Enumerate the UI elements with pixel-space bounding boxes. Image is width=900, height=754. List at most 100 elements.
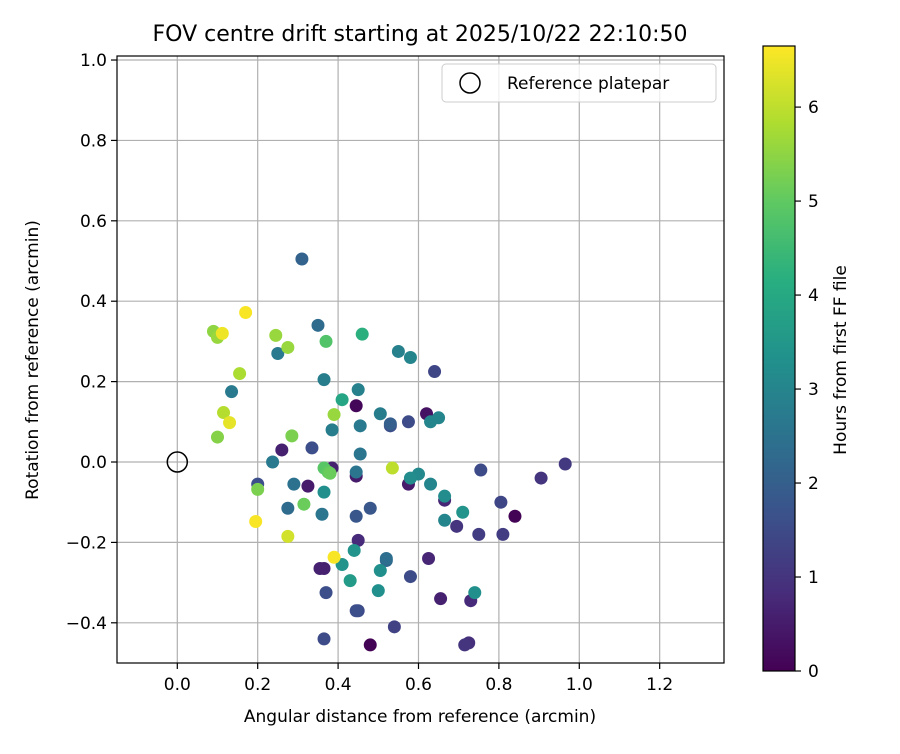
y-tick-label: 0.4 (80, 292, 107, 312)
x-axis-ticks: 0.0 0.2 0.4 0.6 0.8 1.0 1.2 (164, 663, 673, 695)
data-point (335, 393, 349, 407)
x-tick-label: 0.0 (164, 675, 191, 695)
data-point (317, 373, 331, 387)
data-point (422, 551, 436, 565)
y-tick-label: 0.2 (80, 373, 107, 393)
data-point (383, 417, 397, 431)
data-points (206, 252, 572, 652)
data-point (351, 383, 365, 397)
x-tick-label: 0.6 (405, 675, 432, 695)
colorbar-tick-label: 6 (808, 98, 819, 118)
data-point (432, 411, 446, 425)
data-point (363, 638, 377, 652)
data-point (373, 564, 387, 578)
data-point (458, 638, 472, 652)
data-point (385, 461, 399, 475)
data-point (472, 527, 486, 541)
data-point (215, 326, 229, 340)
colorbar-tick-label: 2 (808, 474, 819, 494)
data-point (239, 305, 253, 319)
data-point (403, 471, 417, 485)
data-point (403, 570, 417, 584)
data-point (271, 346, 285, 360)
data-point (317, 485, 331, 499)
data-point (456, 505, 470, 519)
data-point (403, 350, 417, 364)
y-tick-label: −0.4 (66, 614, 107, 634)
data-point (438, 513, 452, 527)
legend-frame (441, 63, 717, 103)
data-point (349, 509, 363, 523)
data-point (391, 344, 405, 358)
data-point (349, 604, 363, 618)
data-point (281, 340, 295, 354)
data-point (233, 367, 247, 381)
data-point (319, 334, 333, 348)
data-point (315, 507, 329, 521)
data-point (223, 416, 237, 430)
x-tick-label: 0.4 (325, 675, 352, 695)
y-tick-label: 1.0 (80, 51, 107, 71)
data-point (401, 415, 415, 429)
data-point (438, 489, 452, 503)
data-point (434, 592, 448, 606)
data-point (317, 562, 331, 576)
data-point (387, 620, 401, 634)
colorbar: 0 1 2 3 4 5 6 Hours from first FF file (762, 45, 851, 682)
y-tick-label: 0.6 (80, 212, 107, 232)
data-point (353, 419, 367, 433)
data-point (373, 407, 387, 421)
y-tick-label: 0.0 (80, 453, 107, 473)
data-point (468, 586, 482, 600)
x-tick-label: 0.2 (244, 675, 271, 695)
data-point (249, 515, 263, 529)
data-point (305, 441, 319, 455)
y-tick-label: 0.8 (80, 131, 107, 151)
data-point (450, 519, 464, 533)
data-point (347, 543, 361, 557)
data-point (474, 463, 488, 477)
data-point (269, 328, 283, 342)
grid (117, 56, 724, 663)
data-point (508, 509, 522, 523)
data-point (349, 465, 363, 479)
x-tick-label: 0.8 (485, 675, 512, 695)
data-point (297, 497, 311, 511)
data-point (295, 252, 309, 266)
data-point (371, 584, 385, 598)
y-axis-ticks: −0.4 −0.2 0.0 0.2 0.4 0.6 0.8 1.0 (66, 51, 117, 634)
data-point (266, 455, 280, 469)
data-point (251, 482, 265, 496)
data-point (355, 327, 369, 341)
y-axis-label: Rotation from reference (arcmin) (23, 220, 43, 500)
data-point (534, 471, 548, 485)
data-point (301, 479, 315, 493)
data-point (217, 406, 231, 420)
x-tick-label: 1.0 (566, 675, 593, 695)
reference-platepar-marker (166, 451, 189, 473)
x-axis-label: Angular distance from reference (arcmin) (244, 707, 596, 727)
colorbar-tick-label: 5 (808, 192, 819, 212)
plot-frame (116, 55, 725, 664)
data-point (424, 477, 438, 491)
data-point (327, 408, 341, 422)
data-point (558, 457, 572, 471)
data-point (285, 429, 299, 443)
x-tick-label: 1.2 (646, 675, 673, 695)
colorbar-tick-label: 1 (808, 568, 819, 588)
data-point (325, 423, 339, 437)
data-point (428, 365, 442, 379)
legend: Reference platepar (441, 63, 717, 103)
data-point (363, 501, 377, 515)
data-point (323, 466, 337, 480)
colorbar-label: Hours from first FF file (831, 265, 851, 455)
data-point (225, 385, 239, 399)
data-point (317, 632, 331, 646)
data-point (319, 586, 333, 600)
data-point (327, 550, 341, 564)
legend-label: Reference platepar (507, 74, 669, 94)
data-point (494, 495, 508, 509)
data-point (210, 430, 224, 444)
